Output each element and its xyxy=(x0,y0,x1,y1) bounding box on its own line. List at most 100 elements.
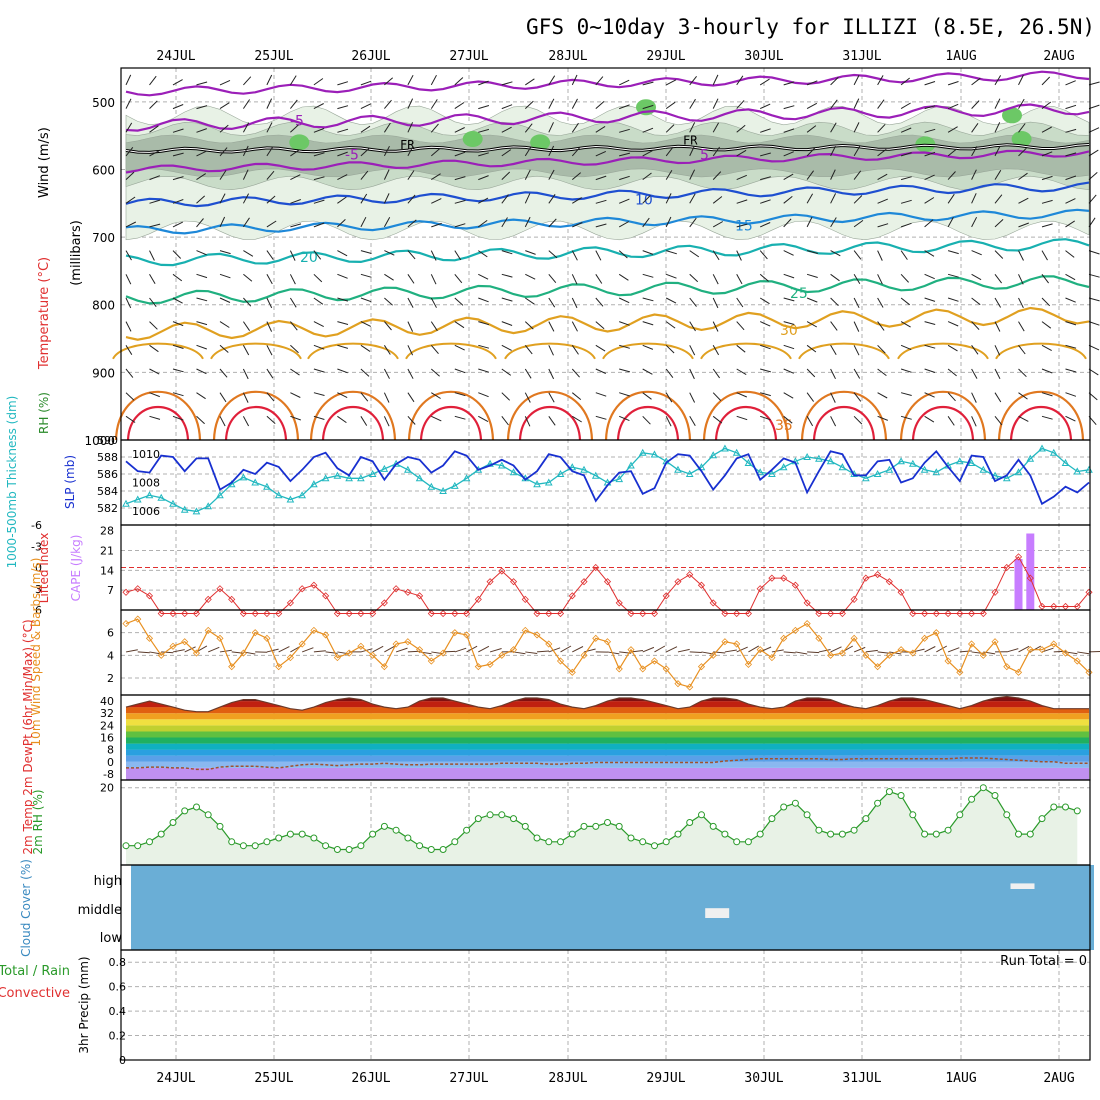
temp-ylabel: 2m Temp 2m DewPt (6hr Min/Max) (°C) xyxy=(21,619,35,854)
wind-barb xyxy=(877,415,888,421)
wind-barb xyxy=(853,74,860,86)
wind-speed-point xyxy=(509,646,518,654)
wind-barb xyxy=(172,321,184,327)
wind-barb xyxy=(1041,223,1053,228)
wind-barb xyxy=(454,250,462,261)
wind-barb xyxy=(947,416,955,426)
wind-barb xyxy=(1065,128,1077,133)
cape-tick-label: 21 xyxy=(100,545,114,558)
wind-barb xyxy=(407,250,416,260)
cape-tick-label: 7 xyxy=(107,584,114,597)
precip-legend-total: Total / Rain xyxy=(0,964,70,979)
rh2m-point xyxy=(721,830,729,838)
wind-barb xyxy=(478,273,489,280)
wind-barb xyxy=(149,223,161,228)
wind-barb xyxy=(125,321,132,332)
wind-barb xyxy=(689,297,697,307)
isotherm-line xyxy=(899,390,987,441)
temp-color-bands xyxy=(126,696,1089,780)
wind-barb xyxy=(760,392,771,397)
wind-barb xyxy=(454,415,466,420)
isotherm-line xyxy=(1009,406,1073,441)
wind-speed-point xyxy=(744,660,752,668)
rh2m-point xyxy=(651,842,658,850)
isotherm-label: 25 xyxy=(790,286,808,302)
wind-barb xyxy=(971,77,981,86)
wind-barb xyxy=(665,321,676,329)
wind-barb xyxy=(830,122,837,133)
isotherm-line xyxy=(125,275,1090,305)
wind-barb xyxy=(642,150,653,157)
wind-barb xyxy=(806,125,817,133)
wind-barb xyxy=(266,321,273,332)
wind-barb xyxy=(431,198,442,204)
wind-barb xyxy=(1065,368,1077,373)
wind-barb xyxy=(736,223,748,228)
wind-barb xyxy=(853,368,861,379)
wind-barb xyxy=(1041,250,1048,261)
rh2m-point xyxy=(662,838,670,846)
lifted-index-point xyxy=(956,609,964,618)
surface-wind-barb xyxy=(630,650,643,653)
wind-barb xyxy=(383,169,390,180)
wind-barb xyxy=(712,345,720,356)
lifted-index-point xyxy=(275,609,283,618)
cape-ylabel: CAPE (J/kg) xyxy=(69,535,83,602)
wind-speed-point xyxy=(815,634,823,642)
lifted-index-point xyxy=(838,609,846,618)
surface-wind-barb xyxy=(1077,651,1090,655)
rh2m-point xyxy=(169,819,177,826)
lifted-index-point xyxy=(733,609,741,618)
wind-barb xyxy=(313,103,324,110)
lifted-index-point xyxy=(615,599,623,607)
surface-wind-barb xyxy=(666,646,678,653)
lifted-index-point xyxy=(768,574,776,582)
cloud-background xyxy=(131,865,1094,950)
wind-barb xyxy=(125,250,132,261)
thickness-ylabel: 1000-500mb Thickness (dm) xyxy=(5,396,19,569)
rh2m-point xyxy=(510,815,517,823)
wind-speed-point xyxy=(310,626,318,634)
wind-barb xyxy=(125,196,136,204)
wind-barb xyxy=(548,345,554,356)
wind-barb xyxy=(994,194,1003,204)
wind-barb xyxy=(783,105,795,110)
date-label: 2AUG xyxy=(1043,1071,1074,1086)
wind-barb xyxy=(548,392,555,403)
wind-barb xyxy=(219,297,231,303)
wind-speed-point xyxy=(991,638,999,646)
li-tick-label: -3 xyxy=(31,540,42,553)
rh2m-point xyxy=(674,830,682,838)
rh2m-point xyxy=(592,822,600,830)
wind-barb xyxy=(1041,321,1052,329)
wind-barb xyxy=(830,99,838,109)
rh2m-point xyxy=(979,784,987,792)
wind-barb xyxy=(524,100,534,109)
wind-barb xyxy=(806,273,818,278)
wind-barb xyxy=(290,99,298,109)
lifted-index-point xyxy=(885,578,893,586)
wind-barb xyxy=(454,77,464,86)
wind-barb xyxy=(219,147,228,157)
panel-frame xyxy=(120,949,1091,1061)
wind-barb xyxy=(172,104,184,110)
wind-barb xyxy=(407,368,414,379)
rh2m-point xyxy=(404,834,412,842)
rh2m-point xyxy=(193,803,200,811)
isotherm-line xyxy=(321,406,385,441)
wind-barb xyxy=(924,128,936,133)
wind-barb xyxy=(665,368,674,379)
rh2m-point xyxy=(439,846,447,853)
wind-barb xyxy=(1041,151,1053,157)
wind-barb xyxy=(642,217,650,228)
wind-barb xyxy=(431,392,441,399)
wind-speed-point xyxy=(333,654,341,662)
rh2m-point xyxy=(744,838,752,846)
wind-barb xyxy=(877,368,887,377)
wind-barb xyxy=(196,128,207,133)
wind-barb xyxy=(1041,126,1052,133)
rh2m-point xyxy=(627,834,635,842)
wind-barb xyxy=(853,297,860,309)
precip-tick-label: 0.2 xyxy=(109,1030,127,1043)
wind-barb xyxy=(149,321,158,330)
